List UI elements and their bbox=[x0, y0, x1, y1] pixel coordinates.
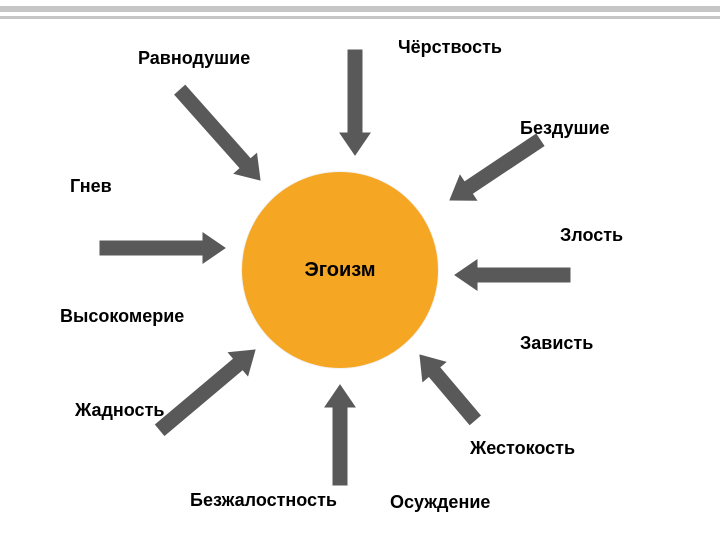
arrow bbox=[455, 260, 570, 290]
outer-label: Равнодушие bbox=[138, 48, 250, 69]
center-label: Эгоизм bbox=[304, 259, 375, 282]
outer-label: Жадность bbox=[75, 400, 164, 421]
outer-label: Жестокость bbox=[470, 438, 575, 459]
outer-label: Злость bbox=[560, 225, 623, 246]
arrow bbox=[340, 50, 370, 155]
arrow bbox=[420, 355, 480, 425]
arrow bbox=[325, 385, 355, 485]
arrow bbox=[100, 233, 225, 263]
outer-label: Безжалостность bbox=[190, 490, 337, 511]
center-circle: Эгоизм bbox=[242, 172, 438, 368]
outer-label: Чёрствость bbox=[398, 37, 502, 58]
outer-label: Осуждение bbox=[390, 492, 490, 513]
arrow bbox=[450, 134, 544, 200]
outer-label: Гнев bbox=[70, 176, 112, 197]
arrow bbox=[175, 85, 260, 180]
outer-label: Высокомерие bbox=[60, 306, 184, 327]
outer-label: Зависть bbox=[520, 333, 593, 354]
outer-label: Бездушие bbox=[520, 118, 610, 139]
top-rule-thick bbox=[0, 6, 720, 12]
top-rule-thin bbox=[0, 16, 720, 19]
slide: Эгоизм Равнодушие Чёрствость Бездушие Гнев З… bbox=[0, 0, 720, 540]
arrow bbox=[156, 350, 256, 435]
